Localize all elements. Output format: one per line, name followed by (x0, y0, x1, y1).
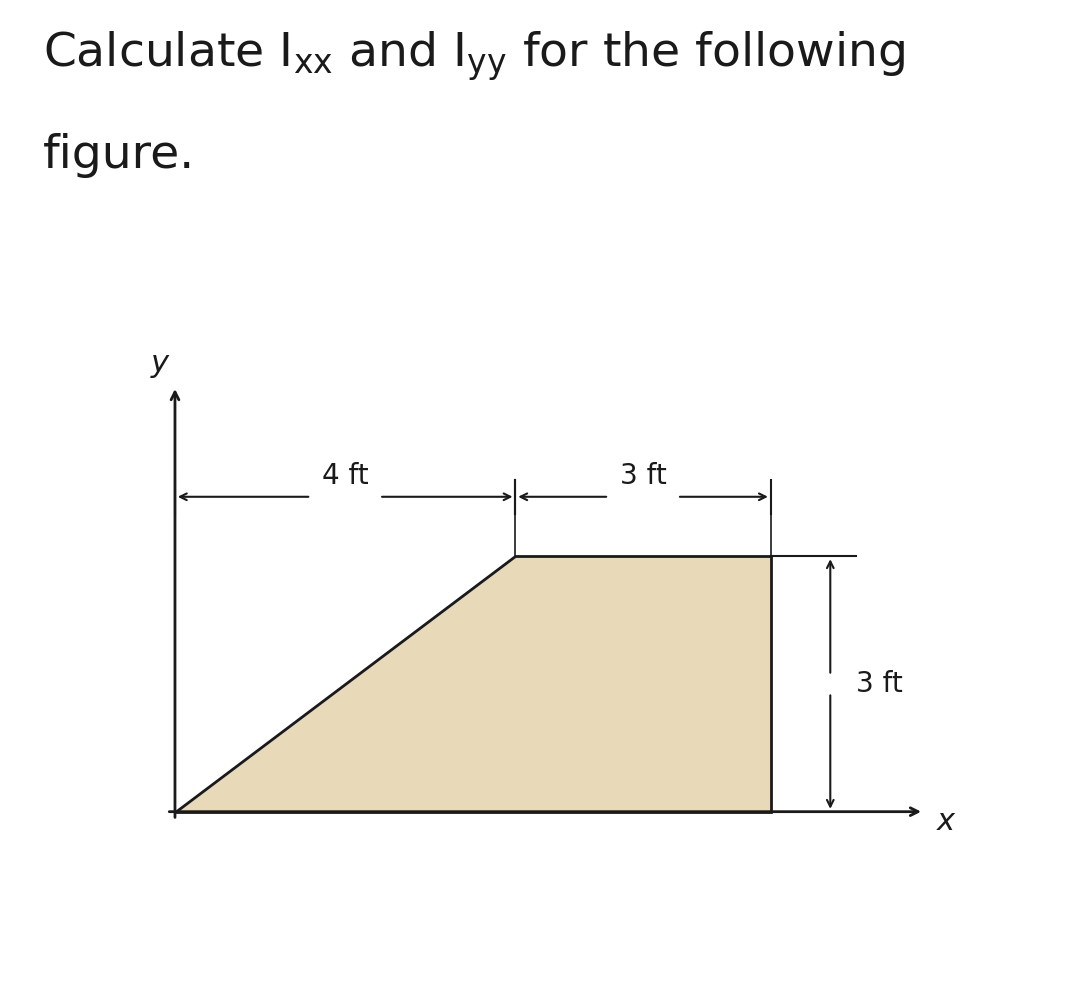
Text: 4 ft: 4 ft (322, 461, 369, 490)
Text: 3 ft: 3 ft (856, 670, 902, 698)
Text: x: x (936, 808, 955, 836)
Text: 3 ft: 3 ft (620, 461, 666, 490)
Text: figure.: figure. (43, 133, 195, 178)
Text: Calculate $\mathregular{I_{xx}}$ and $\mathregular{I_{yy}}$ for the following: Calculate $\mathregular{I_{xx}}$ and $\m… (43, 30, 904, 83)
Polygon shape (175, 556, 771, 812)
Text: y: y (151, 348, 169, 378)
